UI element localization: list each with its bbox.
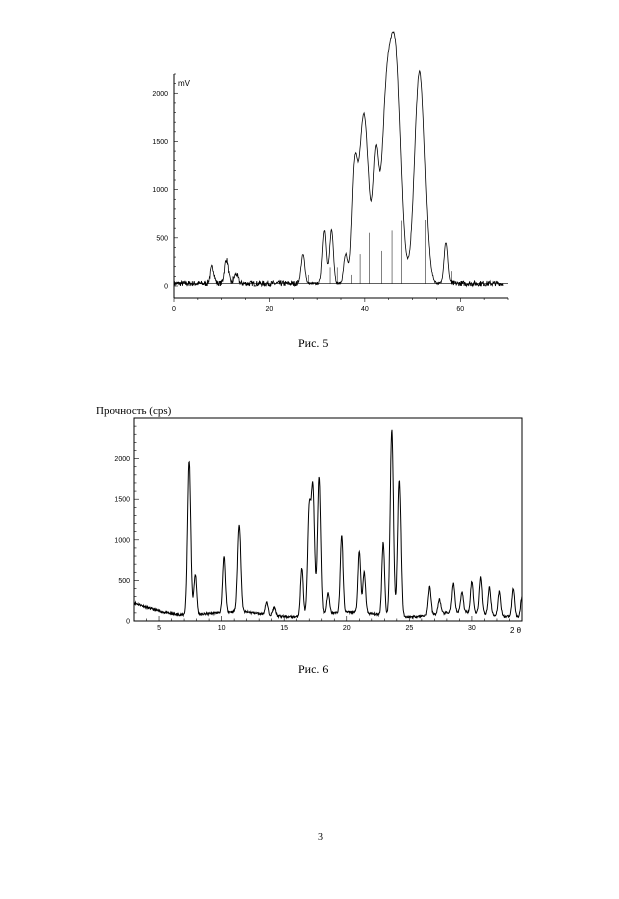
figure-5-caption: Рис. 5 <box>298 336 328 351</box>
y-axis-unit: mV <box>178 79 191 88</box>
y-tick-label: 500 <box>118 578 130 585</box>
x-tick-label: 40 <box>361 306 369 313</box>
y-tick-label: 500 <box>156 235 168 242</box>
series-line <box>134 430 522 618</box>
x-tick-label: 5 <box>157 625 161 632</box>
y-tick-label: 1500 <box>114 497 130 504</box>
figure-6-caption: Рис. 6 <box>298 662 328 677</box>
figure-6: 0 500 1000 1500 2000 5 10 15 20 25 30 2 θ <box>114 418 522 635</box>
figure-6-ylabel: Прочность (cps) <box>96 405 171 417</box>
y-tick-label: 1000 <box>114 537 130 544</box>
x-tick-label: 60 <box>456 306 464 313</box>
x-axis-label: 2 θ <box>510 626 522 635</box>
y-tick-label: 1000 <box>152 187 168 194</box>
y-tick-label: 1500 <box>152 139 168 146</box>
figure-5: 0 500 1000 1500 2000 0 20 40 60 mV <box>152 32 508 313</box>
y-tick-label: 2000 <box>152 91 168 98</box>
x-tick-label: 15 <box>280 625 288 632</box>
x-tick-label: 20 <box>266 306 274 313</box>
x-tick-label: 20 <box>343 625 351 632</box>
page-number: 3 <box>318 832 323 843</box>
x-tick-label: 30 <box>468 625 476 632</box>
y-tick-label: 2000 <box>114 456 130 463</box>
y-tick-label: 0 <box>164 284 168 291</box>
x-tick-label: 0 <box>172 306 176 313</box>
y-tick-label: 0 <box>126 619 130 626</box>
x-tick-label: 10 <box>218 625 226 632</box>
series-line <box>174 32 503 286</box>
x-tick-label: 25 <box>405 625 413 632</box>
